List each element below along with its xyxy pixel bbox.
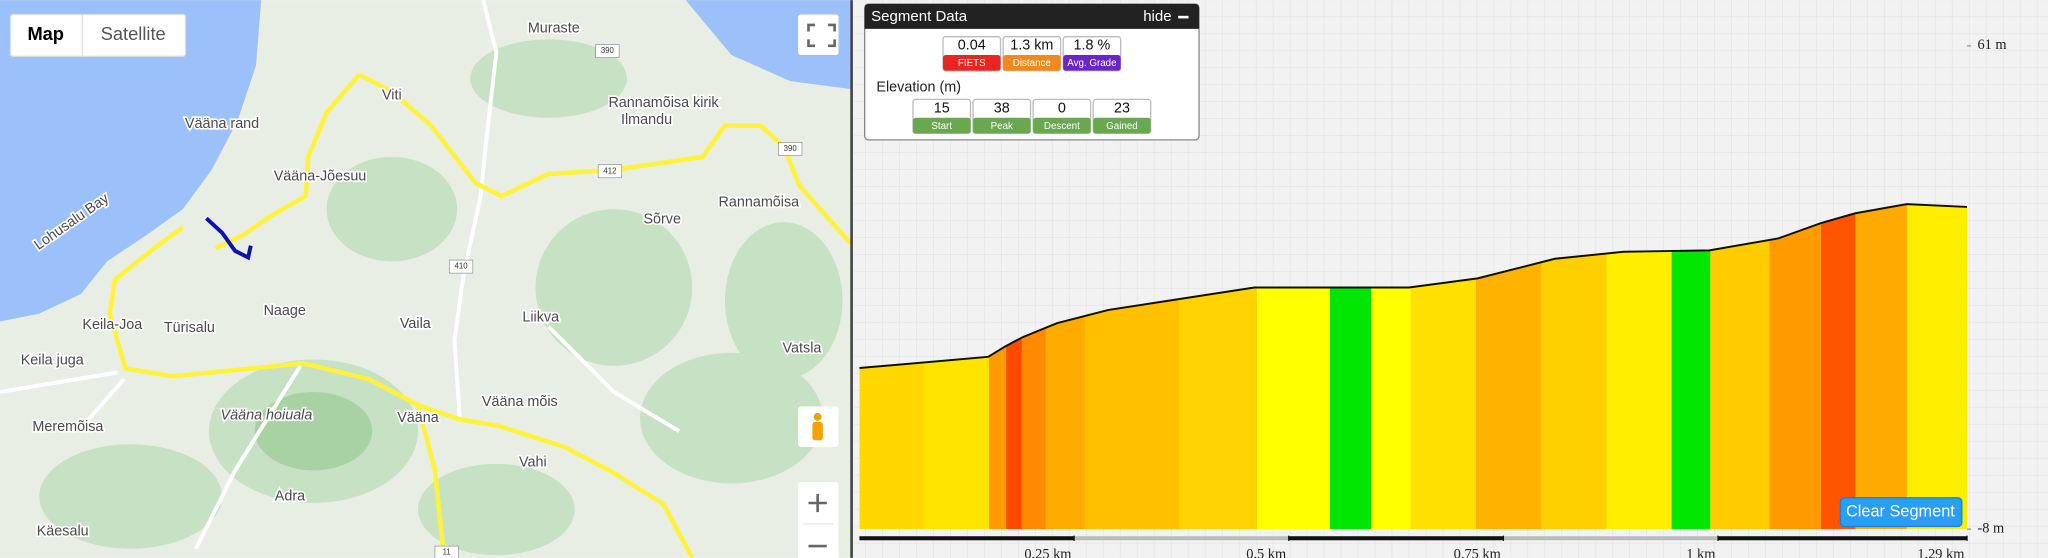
panel-title: Segment Data	[871, 8, 968, 25]
place-label: Meremõisa	[32, 419, 103, 435]
place-label: Liikva	[522, 309, 559, 325]
clear-segment-button[interactable]: Clear Segment	[1839, 497, 1963, 528]
stat-label: FIETS	[958, 58, 986, 69]
place-label: Käesalu	[37, 524, 89, 540]
stat-label-bg	[1063, 55, 1121, 71]
map-type-box	[9, 13, 187, 57]
place-label: Keila-Joa	[82, 317, 142, 333]
stat-label-bg	[1093, 117, 1151, 134]
road-shield	[448, 259, 474, 274]
panel-header	[864, 4, 1200, 29]
road-number: 11	[443, 548, 451, 557]
road-number: 412	[603, 166, 616, 175]
place-label: Adra	[275, 488, 305, 504]
satellite-button[interactable]: Satellite	[101, 23, 166, 44]
grade-strip	[1606, 204, 1673, 530]
fullscreen-button[interactable]	[798, 14, 839, 55]
stat-value: 1.3 km	[1010, 38, 1053, 54]
segment-path	[205, 216, 253, 261]
reserve	[254, 391, 373, 471]
place-label: Vääna	[397, 410, 439, 426]
place-label: Keila juga	[21, 352, 84, 368]
place-label: Vääna mõis	[482, 394, 558, 410]
stat-label: Peak	[991, 121, 1013, 132]
place-label: Rannamõisa kirik	[608, 95, 719, 111]
road-shield	[434, 545, 459, 558]
place-label: Rannamõisa	[719, 194, 800, 210]
road-shield	[597, 164, 623, 179]
place-label: Ilmandu	[621, 112, 672, 128]
place-label: Vääna hoiuala	[221, 407, 313, 423]
place-label: Naage	[264, 303, 306, 319]
x-tick-label: 0.25 km	[1024, 547, 1071, 558]
grade-strip	[1906, 204, 1968, 530]
stat-label-bg	[973, 117, 1031, 134]
place-label: Sõrve	[643, 211, 681, 227]
clear-button-label[interactable]: Clear Segment	[1846, 502, 1955, 520]
place-label: Türisalu	[164, 320, 215, 336]
pegman-button[interactable]	[798, 406, 839, 447]
place-label: Vahi	[519, 454, 547, 470]
road-shield	[595, 44, 620, 58]
x-tick-label: 0.75 km	[1454, 547, 1501, 558]
stat-value: 0	[1058, 100, 1066, 116]
map-button[interactable]: Map	[27, 23, 64, 44]
grade-strip	[1710, 204, 1771, 530]
stat-label: Descent	[1044, 121, 1080, 132]
elevation-line	[859, 203, 1968, 370]
clear-button-box[interactable]	[1839, 497, 1963, 528]
zoom-control[interactable]	[798, 482, 839, 558]
place-label: Muraste	[528, 21, 580, 37]
stat-label: Distance	[1013, 58, 1051, 69]
stat-value: 38	[994, 100, 1010, 116]
stat-label-bg	[943, 55, 1001, 71]
grade-strip	[1769, 204, 1822, 530]
place-label: Vatsla	[783, 341, 822, 357]
y-tick-label: -8 m	[1977, 520, 2004, 536]
stat-value: 23	[1114, 100, 1130, 116]
stat-value: 15	[934, 100, 950, 116]
segment-panel: Segment Data hide Elevation (m) 0.04 FIET…	[863, 3, 1200, 141]
roads	[0, 0, 681, 550]
map-type-control: Map Satellite	[9, 13, 187, 57]
road-numbers: 390 390 412 410 11	[434, 44, 803, 558]
grade-strip	[1821, 204, 1856, 530]
y-tick-label: 61 m	[1977, 37, 2006, 53]
grade-strip	[1855, 204, 1908, 530]
stat-value: 0.04	[958, 38, 986, 54]
stat-label-bg	[1003, 55, 1061, 71]
place-label: Viti	[382, 87, 402, 103]
place-label: Vaila	[400, 316, 431, 332]
x-tick-label: 1.29 km	[1917, 547, 1964, 558]
stat-label: Start	[931, 121, 952, 132]
elevation-title: Elevation (m)	[876, 79, 961, 95]
stat-label: Avg. Grade	[1067, 58, 1116, 69]
grade-strip	[1671, 204, 1711, 530]
road-number: 390	[784, 144, 798, 153]
road-number: 410	[455, 262, 469, 271]
stat-label-bg	[1033, 117, 1091, 134]
stat-label: Gained	[1106, 121, 1138, 132]
x-tick-label: 0.5 km	[1246, 547, 1286, 558]
hide-button[interactable]: hide	[1143, 8, 1171, 25]
stat-label-bg	[912, 117, 971, 134]
stat-value: 1.8 %	[1074, 38, 1111, 54]
sea	[0, 0, 262, 322]
hide-icon[interactable]	[1178, 15, 1189, 19]
place-label: Vääna rand	[185, 116, 259, 132]
road-number: 390	[601, 46, 615, 55]
x-tick-label: 1 km	[1686, 547, 1715, 558]
forests	[39, 39, 843, 556]
stats: 0.04 FIETS 1.3 km Distance 1.8 % Avg. Grade 15…	[912, 36, 1152, 135]
road-shield	[778, 142, 803, 156]
place-label: Vääna-Jõesuu	[274, 168, 367, 184]
